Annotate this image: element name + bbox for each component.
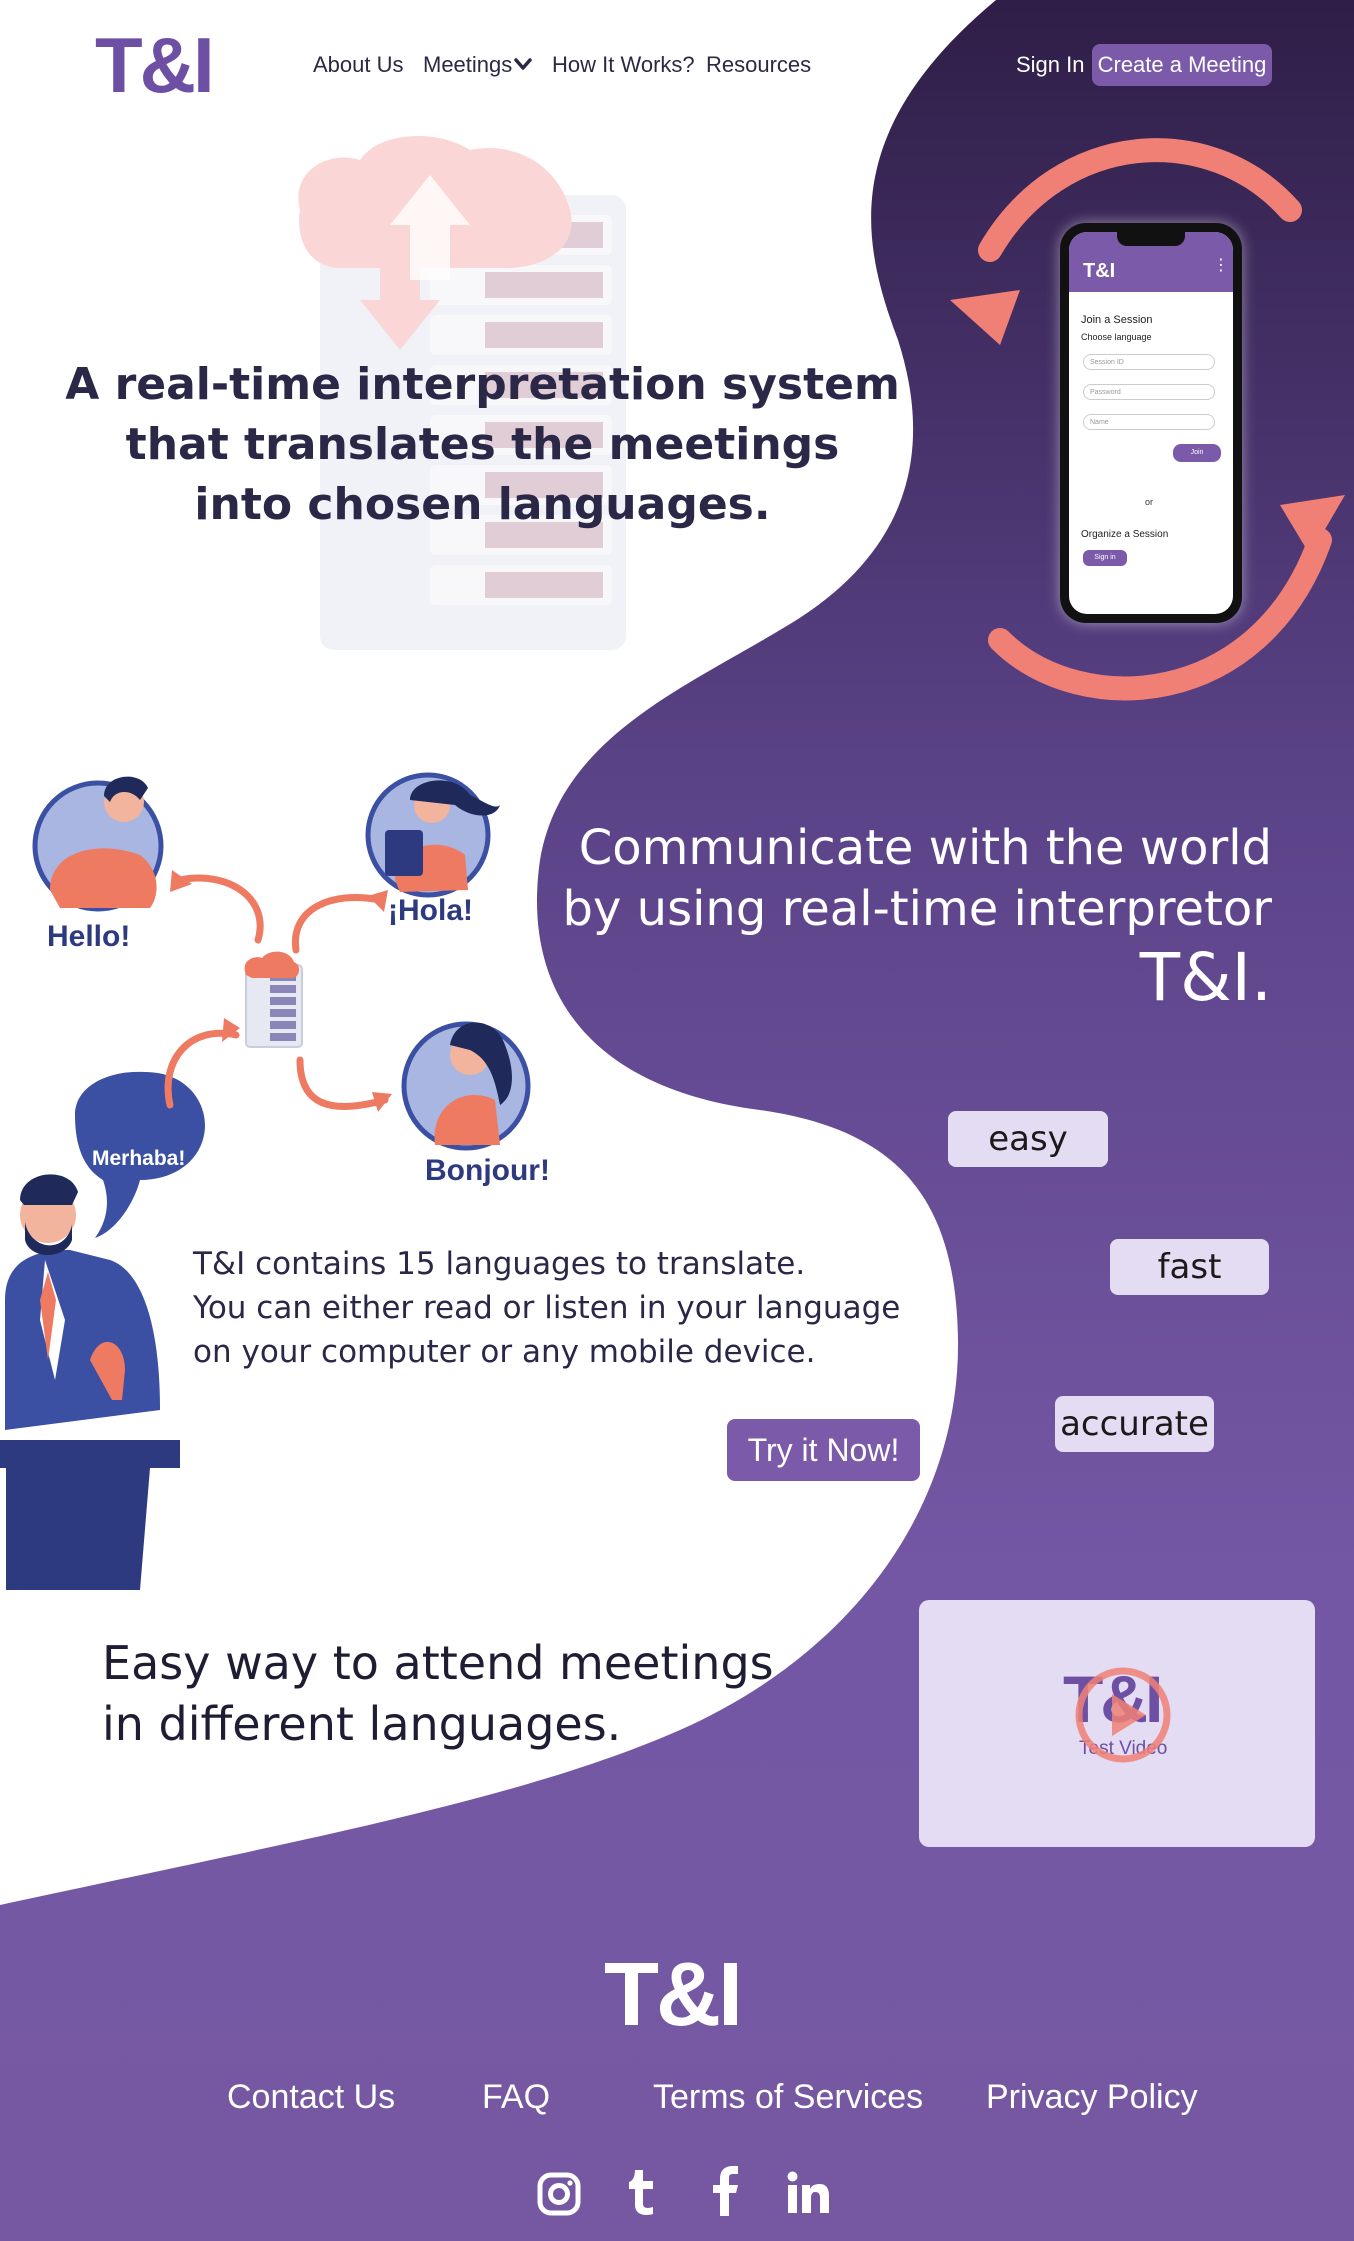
phone-join-heading: Join a Session bbox=[1081, 314, 1153, 326]
communicate-heading: Communicate with the world by using real… bbox=[560, 818, 1272, 1016]
phone-session-id-field[interactable]: Session ID bbox=[1083, 354, 1215, 370]
footer-logo[interactable]: T&I bbox=[604, 1945, 743, 2045]
test-video-card[interactable]: T&I Test Video bbox=[919, 1600, 1315, 1847]
person-hello-avatar bbox=[32, 776, 164, 912]
kebab-menu-icon[interactable]: ⋮ bbox=[1213, 255, 1229, 274]
feature-chip-accurate: accurate bbox=[1055, 1396, 1214, 1452]
create-meeting-button[interactable]: Create a Meeting bbox=[1092, 44, 1272, 86]
footer-terms[interactable]: Terms of Services bbox=[653, 2078, 924, 2116]
phone-choose-language[interactable]: Choose language bbox=[1081, 332, 1152, 342]
hero-title-line: A real-time interpretation system bbox=[65, 359, 900, 410]
feature-chip-easy: easy bbox=[948, 1111, 1108, 1167]
phone-screen: T&I ⋮ Join a Session Choose language Ses… bbox=[1069, 232, 1233, 614]
greeting-bonjour: Bonjour! bbox=[425, 1154, 550, 1187]
server-icon bbox=[244, 951, 303, 1048]
speech-bubble bbox=[75, 1071, 205, 1238]
greeting-merhaba: Merhaba! bbox=[92, 1147, 186, 1170]
person-hola-avatar bbox=[365, 772, 500, 898]
hero-title: A real-time interpretation system that t… bbox=[60, 355, 905, 535]
chevron-down-icon[interactable] bbox=[514, 56, 532, 75]
tumblr-icon[interactable] bbox=[626, 2168, 656, 2220]
communicate-line: Communicate with the world bbox=[578, 820, 1272, 876]
phone-join-button[interactable]: Join bbox=[1173, 444, 1221, 462]
easy-way-heading: Easy way to attend meetings in different… bbox=[102, 1633, 802, 1755]
translation-illustration bbox=[0, 772, 531, 1590]
phone-app-logo: T&I bbox=[1083, 260, 1116, 282]
facebook-icon[interactable] bbox=[712, 2166, 738, 2220]
phone-mockup: T&I ⋮ Join a Session Choose language Ses… bbox=[1060, 223, 1242, 623]
linkedin-icon[interactable] bbox=[787, 2171, 829, 2217]
hero-title-line: into chosen languages. bbox=[194, 479, 771, 530]
communicate-line: by using real-time interpretor bbox=[562, 881, 1272, 937]
easy-way-line: Easy way to attend meetings bbox=[102, 1636, 774, 1690]
hero-title-line: that translates the meetings bbox=[125, 419, 840, 470]
person-bonjour-avatar bbox=[401, 1021, 531, 1151]
phone-notch bbox=[1117, 232, 1185, 246]
nav-about-us[interactable]: About Us bbox=[313, 52, 404, 77]
nav-meetings[interactable]: Meetings bbox=[423, 52, 513, 77]
info-line: T&I contains 15 languages to translate. bbox=[193, 1246, 806, 1282]
nav-how-it-works[interactable]: How It Works? bbox=[552, 52, 695, 77]
phone-name-field[interactable]: Name bbox=[1083, 414, 1215, 430]
info-line: on your computer or any mobile device. bbox=[193, 1334, 816, 1370]
phone-or-divider: or bbox=[1145, 497, 1154, 507]
easy-way-line: in different languages. bbox=[102, 1697, 622, 1751]
sign-in-link[interactable]: Sign In bbox=[1016, 52, 1085, 77]
nav-resources[interactable]: Resources bbox=[706, 52, 812, 77]
feature-chip-fast: fast bbox=[1110, 1239, 1269, 1295]
footer-contact-us[interactable]: Contact Us bbox=[227, 2078, 396, 2116]
speaker-at-podium bbox=[0, 1174, 180, 1590]
phone-password-field[interactable]: Password bbox=[1083, 384, 1215, 400]
phone-organize-heading: Organize a Session bbox=[1081, 529, 1169, 540]
communicate-brand: T&I. bbox=[1139, 939, 1272, 1016]
play-icon[interactable] bbox=[1074, 1666, 1172, 1764]
phone-sign-in-button[interactable]: Sign in bbox=[1083, 550, 1127, 566]
footer-faq[interactable]: FAQ bbox=[482, 2078, 551, 2116]
greeting-hola: ¡Hola! bbox=[388, 894, 473, 927]
instagram-icon[interactable] bbox=[537, 2172, 581, 2220]
info-text: T&I contains 15 languages to translate. … bbox=[193, 1242, 933, 1374]
try-it-now-button[interactable]: Try it Now! bbox=[727, 1419, 920, 1481]
greeting-hello: Hello! bbox=[47, 920, 131, 953]
site-logo[interactable]: T&I bbox=[95, 21, 215, 109]
footer-privacy[interactable]: Privacy Policy bbox=[986, 2078, 1198, 2116]
info-line: You can either read or listen in your la… bbox=[193, 1290, 901, 1326]
